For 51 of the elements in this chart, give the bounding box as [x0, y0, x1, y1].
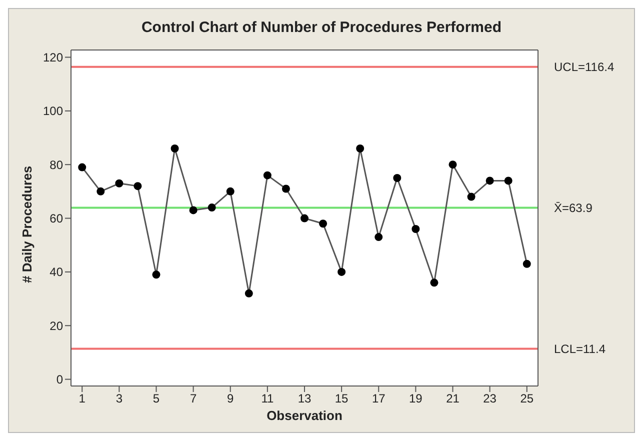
point — [96, 187, 105, 196]
point — [244, 289, 253, 298]
point — [522, 260, 531, 268]
y-tick-label: 40 — [50, 265, 64, 280]
point — [374, 233, 383, 242]
ref-line-label: X̄=63.9 — [554, 201, 593, 216]
point — [170, 144, 179, 152]
point — [486, 176, 494, 185]
x-tick-label: 21 — [446, 392, 460, 406]
y-axis-title: # Daily Procedures — [20, 166, 35, 283]
x-tick-label: 15 — [334, 392, 349, 406]
point — [78, 163, 86, 172]
x-tick-label: 17 — [372, 392, 386, 406]
x-tick-label: 9 — [227, 392, 234, 406]
y-tick-label: 120 — [42, 50, 64, 65]
x-tick-label: 11 — [261, 392, 274, 406]
x-axis-title: Observation — [266, 408, 342, 423]
point — [189, 206, 198, 214]
point — [338, 268, 346, 276]
chart-title: Control Chart of Number of Procedures Performed — [140, 19, 503, 36]
x-tick-label: 23 — [483, 392, 497, 406]
x-tick-label: 3 — [116, 392, 123, 406]
point — [448, 160, 457, 169]
y-tick-label: 80 — [50, 158, 64, 172]
x-tick-label: 19 — [409, 392, 423, 406]
x-tick-label: 25 — [520, 392, 534, 406]
x-tick-label: 7 — [190, 392, 197, 406]
point — [356, 144, 364, 152]
x-tick-label: 1 — [78, 392, 86, 406]
point — [300, 214, 308, 222]
y-tick-label: 60 — [50, 212, 64, 226]
y-tick-label: 100 — [42, 104, 64, 118]
point — [412, 225, 420, 234]
point — [282, 184, 290, 193]
point — [115, 179, 124, 188]
ref-line-label: LCL=11.4 — [554, 342, 606, 356]
point — [319, 220, 328, 228]
ref-line-label: UCL=116.4 — [554, 60, 614, 74]
point — [263, 171, 272, 180]
point — [467, 192, 476, 201]
point — [208, 204, 216, 212]
y-tick-label: 20 — [50, 318, 64, 333]
x-tick-label: 5 — [152, 392, 160, 406]
point — [393, 174, 402, 182]
point — [504, 176, 512, 185]
point — [134, 182, 142, 190]
y-tick-label: 0 — [56, 372, 64, 387]
x-tick-label: 13 — [298, 392, 312, 406]
point — [226, 187, 234, 196]
point — [152, 270, 160, 279]
point — [430, 278, 438, 287]
